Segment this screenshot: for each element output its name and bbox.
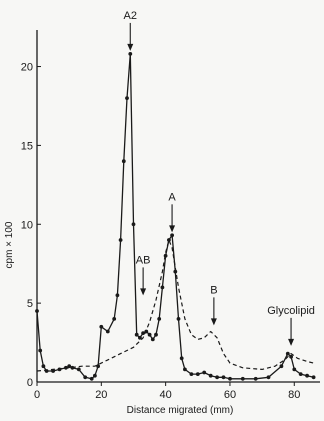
data-point [279, 364, 284, 369]
x-tick-label: 20 [95, 389, 107, 401]
annotation-label: B [210, 284, 217, 296]
y-axis-label: cpm × 100 [4, 221, 15, 268]
data-point [208, 373, 213, 378]
annotation-arrow-head [210, 318, 217, 326]
data-point [131, 222, 136, 227]
data-point [228, 376, 232, 381]
data-point [112, 317, 117, 321]
data-point [93, 373, 97, 378]
data-point [170, 233, 175, 238]
data-point [154, 332, 158, 337]
series-line [36, 53, 314, 380]
series-1 [35, 52, 316, 381]
data-point [67, 364, 72, 369]
data-point [134, 332, 139, 337]
data-point [35, 309, 39, 313]
data-point [215, 375, 220, 380]
data-point [253, 376, 258, 381]
data-point [221, 375, 226, 380]
annotation: A [168, 191, 176, 233]
data-point [96, 364, 100, 369]
data-point [38, 348, 43, 353]
x-tick-label: 0 [34, 389, 40, 401]
data-point [89, 376, 94, 381]
y-tick-label: 0 [27, 377, 33, 389]
data-point [179, 356, 184, 361]
data-point [189, 372, 194, 376]
data-point [121, 159, 126, 164]
y-tick-label: 10 [21, 219, 33, 231]
x-tick-label: 60 [224, 389, 236, 401]
annotation-arrow-head [169, 225, 176, 233]
data-point [285, 351, 290, 356]
axes [36, 30, 320, 383]
annotation-label: AB [136, 254, 151, 266]
data-point [176, 317, 181, 321]
annotation-arrow-head [140, 288, 147, 296]
x-tick-label: 40 [160, 389, 172, 401]
annotation: B [210, 284, 218, 326]
data-point [76, 367, 81, 372]
data-point [195, 372, 200, 376]
data-point [150, 337, 155, 342]
data-point [105, 329, 110, 334]
data-point [41, 364, 46, 369]
x-tick-label: 80 [288, 389, 300, 401]
data-point [292, 367, 297, 372]
data-point [157, 317, 162, 321]
annotation: A2 [124, 10, 137, 51]
data-point [289, 354, 293, 359]
data-point [115, 293, 120, 298]
annotation-arrow-head [127, 43, 134, 51]
series-2 [36, 239, 314, 372]
x-axis-label: Distance migrated (mm) [127, 405, 234, 416]
data-point [99, 324, 104, 329]
y-tick-label: 20 [21, 62, 33, 74]
data-point [138, 335, 142, 340]
data-point [305, 373, 309, 378]
series-line [36, 239, 314, 372]
ticks: 0 5 10 15 20 0 20 40 60 80 [21, 62, 301, 401]
annotation-layer: A2 A AB B Glycolipid [124, 10, 315, 346]
annotation: Glycolipid [267, 305, 315, 346]
annotation-label: Glycolipid [267, 305, 315, 317]
data-point [160, 285, 165, 290]
data-point [118, 238, 123, 242]
data-point [266, 375, 271, 380]
data-point [141, 331, 146, 335]
annotation-arrow-head [288, 338, 295, 346]
data-point [202, 370, 207, 375]
data-point [125, 96, 129, 100]
y-tick-label: 15 [21, 140, 33, 152]
annotation: AB [136, 254, 151, 296]
data-point [311, 375, 316, 380]
annotation-label: A [168, 191, 176, 203]
y-tick-label: 5 [27, 298, 33, 310]
annotation-label: A2 [124, 10, 137, 22]
series-layer [35, 52, 316, 381]
data-point [240, 376, 245, 381]
data-point [298, 372, 303, 376]
data-point [83, 375, 88, 380]
data-point [128, 52, 133, 56]
data-point [183, 367, 187, 372]
data-point [147, 332, 152, 337]
